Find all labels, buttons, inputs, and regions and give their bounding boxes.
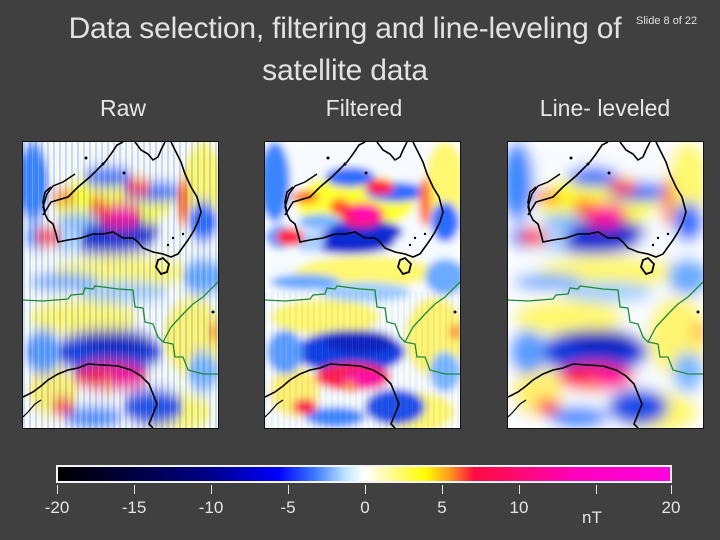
panel-label-filtered: Filtered xyxy=(325,95,403,121)
map-panel-line-leveled xyxy=(507,141,704,429)
colorbar-tick xyxy=(442,485,443,494)
colorbar-tick-label: 0 xyxy=(360,498,370,517)
colorbar-tick xyxy=(134,485,135,494)
filtered-anomaly-map xyxy=(265,142,460,428)
colorbar-tick xyxy=(57,485,58,494)
panel-label-line-leveled: Line- leveled xyxy=(539,95,671,121)
map-panel-filtered xyxy=(264,141,461,429)
colorbar-tick xyxy=(596,485,597,494)
map-panel-raw xyxy=(22,141,219,429)
colorbar-tick xyxy=(671,485,672,494)
colorbar-tick-label: -5 xyxy=(280,498,296,517)
colorbar-tick-label: 5 xyxy=(437,498,447,517)
line-leveled-anomaly-map xyxy=(508,142,703,428)
raw-anomaly-map xyxy=(23,142,218,428)
colorbar-tick-label: -10 xyxy=(198,498,224,517)
slide-title: Data selection, filtering and line-level… xyxy=(0,8,690,92)
colorbar-tick xyxy=(519,485,520,494)
colorbar-unit-label: nT xyxy=(582,508,602,527)
colorbar-tick-label: 20 xyxy=(661,498,681,517)
colorbar-tick xyxy=(211,485,212,494)
colorbar-tick-label: -20 xyxy=(44,498,70,517)
colorbar xyxy=(56,465,672,483)
colorbar-tick xyxy=(365,485,366,494)
slide-title-line-1: Data selection, filtering and line-level… xyxy=(68,12,622,45)
slide-title-line-2: satellite data xyxy=(262,54,428,87)
colorbar-tick xyxy=(288,485,289,494)
panel-label-raw: Raw xyxy=(99,95,146,121)
colorbar-tick-label: -15 xyxy=(121,498,147,517)
colorbar-tick-label: 10 xyxy=(509,498,529,517)
slide-number: Slide 8 of 22 xyxy=(636,15,698,27)
